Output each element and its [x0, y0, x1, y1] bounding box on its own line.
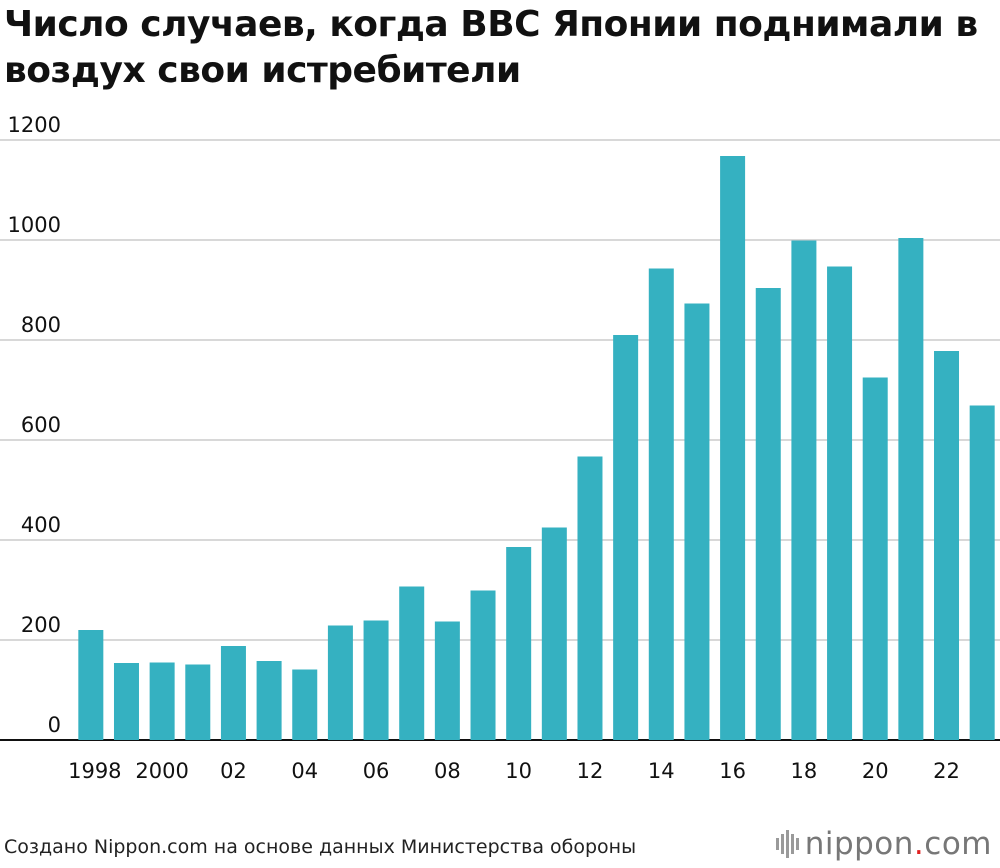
x-tick-label: 12	[577, 759, 604, 783]
bar-2003	[256, 661, 282, 740]
x-tick-label: 10	[505, 759, 532, 783]
bar-2008	[434, 621, 460, 740]
bar-2017	[755, 288, 781, 740]
bar-2019	[827, 266, 853, 740]
logo-bars-icon	[775, 829, 799, 859]
bar-2013	[613, 335, 639, 740]
bar-2011	[541, 527, 567, 740]
x-tick-label: 18	[791, 759, 818, 783]
x-tick-label: 14	[648, 759, 675, 783]
x-tick-label: 06	[363, 759, 390, 783]
bar-2015	[684, 303, 710, 740]
bar-2018	[791, 240, 817, 740]
y-tick-label: 1200	[8, 113, 61, 137]
bar-2009	[470, 590, 496, 740]
bars	[78, 156, 995, 740]
x-tick-label: 22	[933, 759, 960, 783]
x-axis-labels: 1998 2000 02 04 06 08 10 12 14 16 18 20 22	[68, 759, 960, 783]
y-tick-label: 1000	[8, 213, 61, 237]
x-tick-label: 08	[434, 759, 461, 783]
bar-2001	[185, 664, 211, 740]
bar-2000	[149, 662, 175, 740]
bar-2005	[327, 625, 353, 740]
bar-2022	[934, 351, 960, 740]
bar-2010	[506, 547, 532, 740]
bar-2021	[898, 238, 924, 740]
x-tick-label: 16	[719, 759, 746, 783]
bar-2023	[969, 405, 995, 740]
logo-text: nippon.com	[804, 826, 992, 862]
bar-2007	[399, 586, 425, 740]
y-tick-label: 400	[21, 513, 61, 537]
y-tick-label: 200	[21, 613, 61, 637]
source-note: Создано Nippon.com на основе данных Мини…	[4, 836, 637, 858]
bar-2004	[292, 669, 318, 740]
x-tick-label: 02	[220, 759, 247, 783]
bar-2020	[862, 377, 888, 740]
nippon-logo: nippon.com	[775, 826, 992, 862]
bar-2014	[648, 268, 674, 740]
bar-2006	[363, 620, 389, 740]
bar-1998	[78, 630, 104, 740]
x-tick-label: 1998	[68, 759, 121, 783]
bar-2016	[720, 156, 746, 740]
bar-2012	[577, 456, 603, 740]
y-tick-label: 0	[48, 713, 61, 737]
x-tick-label: 20	[862, 759, 889, 783]
y-tick-label: 800	[21, 313, 61, 337]
y-axis-labels: 0 200 400 600 800 1000 1200	[8, 113, 61, 737]
chart-title: Число случаев, когда ВВС Японии поднимал…	[4, 4, 978, 91]
y-tick-label: 600	[21, 413, 61, 437]
x-tick-label: 04	[291, 759, 318, 783]
bar-1999	[113, 663, 139, 740]
x-tick-label: 2000	[135, 759, 188, 783]
bar-2002	[220, 646, 246, 740]
